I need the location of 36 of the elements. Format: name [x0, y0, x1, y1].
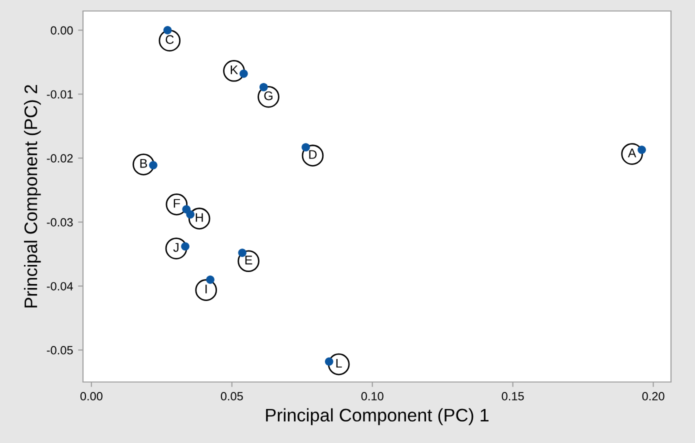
annotation: G: [264, 91, 272, 100]
x-tick-label: 0.05: [220, 392, 243, 400]
x-tick-label: 0.10: [361, 392, 384, 400]
x-tick-label: 0.15: [502, 392, 524, 400]
point: [302, 143, 310, 152]
y-axis-title: Principal Component (PC) 2: [24, 85, 41, 308]
annotation: E: [245, 256, 252, 264]
point: [238, 248, 246, 257]
point: [638, 146, 646, 154]
point: [206, 275, 214, 284]
y-tick-label: -0.01: [46, 90, 73, 99]
point: [163, 26, 172, 34]
annotation: B: [140, 159, 148, 168]
y-tick-label: 0.00: [50, 26, 73, 35]
annotation: F: [174, 199, 180, 208]
point: [181, 242, 190, 251]
y-tick-label: -0.05: [46, 346, 73, 354]
annotation: I: [206, 284, 207, 294]
y-tick-label: -0.04: [46, 282, 73, 290]
x-tick-label: 0.00: [80, 392, 102, 400]
point: [149, 160, 158, 170]
annotation: H: [196, 213, 203, 222]
annotation: A: [628, 148, 636, 158]
y-tick-label: -0.02: [46, 154, 73, 163]
y-tick-label: -0.03: [46, 218, 73, 226]
annotation: L: [336, 358, 342, 368]
point: [259, 82, 268, 92]
annotation: D: [309, 150, 317, 159]
point: [186, 210, 194, 219]
annotation: K: [230, 66, 238, 74]
x-axis-title: Principal Component (PC) 1: [266, 408, 489, 426]
x-tick-label: 0.20: [642, 392, 664, 400]
annotation: C: [166, 35, 174, 44]
annotation: J: [173, 243, 178, 252]
point: [324, 357, 334, 366]
point: [240, 70, 248, 78]
